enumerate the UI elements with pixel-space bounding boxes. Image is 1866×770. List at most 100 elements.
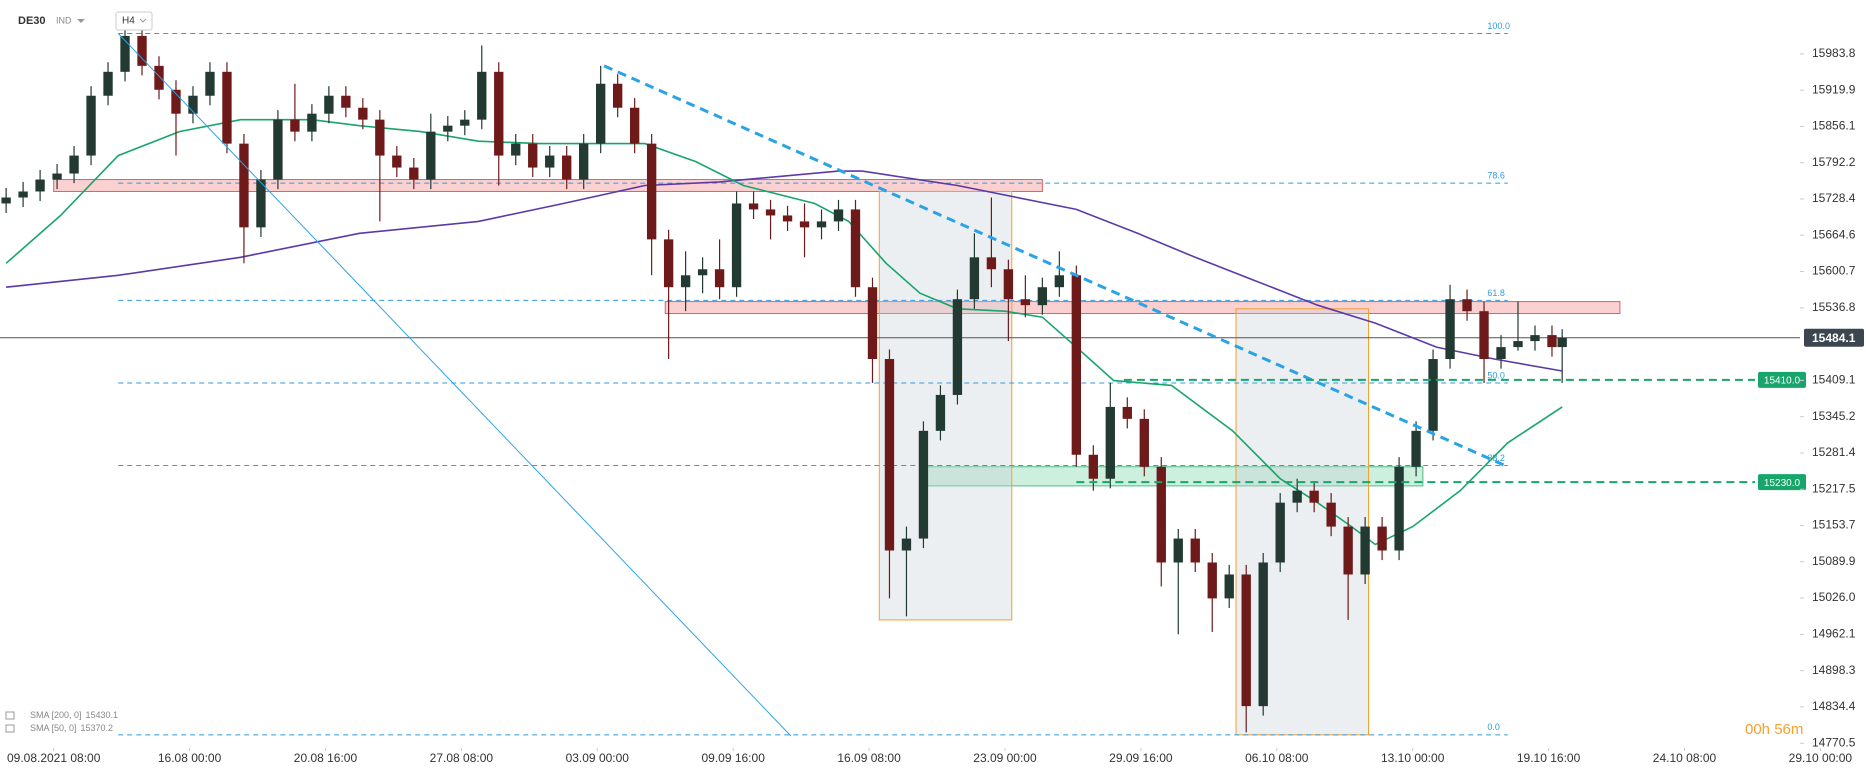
legend-name: SMA [200, 0]: [30, 710, 82, 720]
candle-body: [69, 155, 79, 174]
candle-body: [833, 209, 844, 222]
x-tick-label: 23.09 00:00: [973, 751, 1037, 765]
candle-body: [103, 71, 113, 96]
candle-body: [867, 287, 878, 360]
candle-body: [1054, 275, 1065, 288]
y-tick-label: 15281.4: [1812, 445, 1856, 459]
y-tick-label: 14962.1: [1812, 627, 1856, 641]
candle-body: [52, 173, 62, 180]
candle-body: [1020, 299, 1031, 306]
x-tick-label: 29.09 16:00: [1109, 751, 1173, 765]
level-tag-label: 15410.0: [1764, 376, 1801, 387]
candle-body: [884, 359, 895, 551]
dropdown-icon: [139, 18, 147, 23]
candle-body: [1071, 275, 1082, 455]
candle-body: [409, 167, 419, 180]
fib-label: 38.2: [1487, 453, 1505, 463]
plot-area: 100.0 78.6 61.8 50.0 38.2 0.0 15410.0 15230.0 15…: [0, 21, 1864, 765]
candle-body: [1241, 574, 1251, 707]
candle-body: [1343, 526, 1353, 575]
x-tick-label: 27.08 08:00: [430, 751, 494, 765]
candle-body: [205, 71, 215, 96]
candle-body: [1557, 337, 1567, 348]
candle-body: [1037, 287, 1048, 306]
x-tick-label: 16.09 08:00: [837, 751, 901, 765]
y-tick-label: 14834.4: [1812, 699, 1856, 713]
candle-body: [35, 179, 45, 192]
x-tick-label: 20.08 16:00: [294, 751, 358, 765]
timeframe[interactable]: H4: [122, 16, 135, 27]
market: IND: [56, 15, 72, 25]
candle-body: [579, 143, 589, 180]
candle-body: [782, 215, 793, 222]
candle-body: [1292, 490, 1302, 503]
candle-body: [901, 538, 912, 551]
candle-body: [154, 65, 164, 90]
x-tick-label: 09.08.2021 08:00: [7, 751, 101, 765]
y-tick-label: 15217.5: [1812, 481, 1856, 495]
candle-body: [477, 71, 487, 120]
candle-body: [273, 119, 283, 180]
candle-body: [341, 95, 351, 108]
y-tick-label: 15345.2: [1812, 409, 1856, 423]
candle-body: [850, 209, 861, 288]
candle-body: [307, 113, 317, 132]
candle-body: [256, 179, 266, 228]
candle-body: [562, 155, 572, 180]
candle-body: [188, 95, 198, 114]
candle-body: [120, 35, 130, 72]
y-tick-label: 15664.6: [1812, 227, 1856, 241]
zone: [53, 179, 1043, 192]
legend-entry: SMA [200, 0] 15430.1: [30, 710, 118, 720]
zone: [664, 301, 1621, 315]
candle-body: [816, 221, 827, 228]
candle-body: [426, 131, 436, 180]
candle-body: [324, 95, 334, 114]
y-tick-label: 15536.8: [1812, 300, 1856, 314]
candle-body: [663, 239, 674, 288]
candle-body: [1190, 538, 1200, 563]
candle-body: [137, 35, 147, 66]
countdown: 00h 56m: [1745, 721, 1803, 738]
candle-body: [1496, 347, 1506, 360]
dropdown-icon[interactable]: [77, 19, 85, 23]
candle-body: [545, 155, 555, 168]
y-tick-label: 14770.5: [1812, 735, 1856, 749]
candle-body: [1530, 335, 1540, 342]
candle-body: [612, 83, 623, 108]
candle-body: [1173, 538, 1183, 563]
candle-body: [697, 269, 708, 276]
timeframe-box[interactable]: [115, 11, 153, 31]
current-price-label: 15484.1: [1812, 331, 1856, 345]
legend-entry: SMA [50, 0] 15370.2: [30, 723, 113, 733]
level-tag: [1758, 371, 1806, 388]
candle-body: [1258, 562, 1268, 707]
candle-body: [86, 95, 96, 156]
x-tick-label: 03.09 00:00: [566, 751, 630, 765]
candle-body: [392, 155, 402, 168]
x-tick-label: 29.10 00:00: [1789, 751, 1853, 765]
legend-value: 15430.1: [86, 710, 119, 720]
candle-body: [1224, 574, 1234, 599]
legend-value: 15370.2: [81, 723, 114, 733]
trendline: [117, 33, 792, 737]
candle-body: [1547, 335, 1557, 348]
sma-line: [6, 170, 1563, 372]
candle-body: [1003, 269, 1014, 300]
y-tick-label: 15919.9: [1812, 82, 1856, 96]
candle-body: [731, 203, 742, 288]
candle-body: [629, 107, 640, 144]
symbol[interactable]: DE30: [18, 15, 46, 27]
y-tick-label: 14898.3: [1812, 663, 1856, 677]
legend-icon: [5, 711, 15, 720]
candle-body: [1462, 299, 1472, 312]
candle-body: [1411, 430, 1421, 467]
candle-body: [1479, 311, 1489, 360]
y-tick-label: 15089.9: [1812, 554, 1856, 568]
candle-body: [1122, 406, 1132, 419]
x-tick-label: 09.09 16:00: [701, 751, 765, 765]
candle-body: [969, 257, 980, 300]
candle-body: [511, 143, 521, 156]
candle-body: [290, 119, 300, 132]
